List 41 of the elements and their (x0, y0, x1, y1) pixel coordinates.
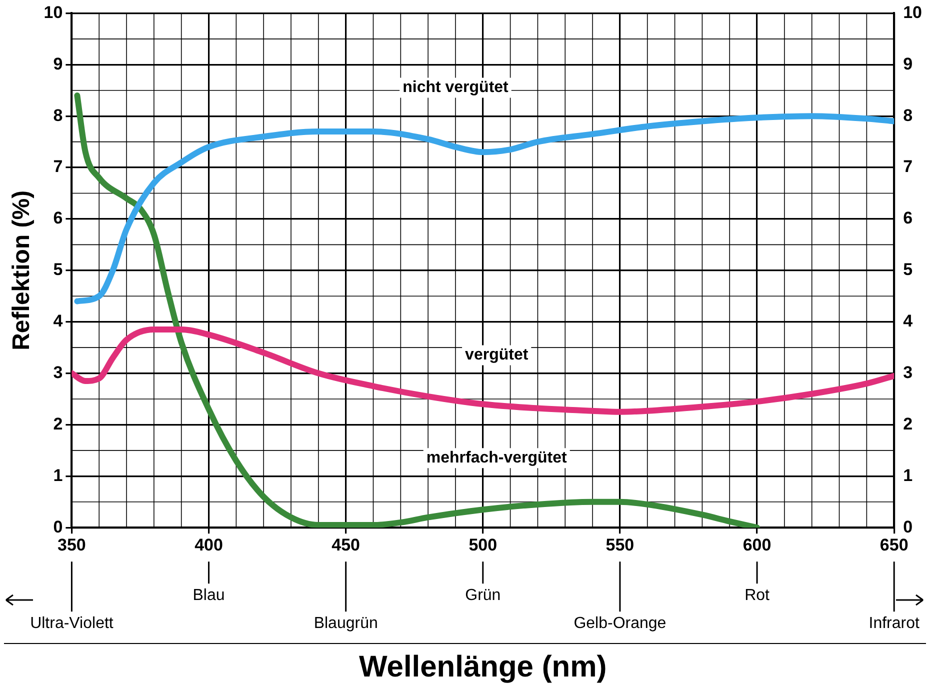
y-tick-label: 0 (53, 517, 63, 536)
x-tick-label: 550 (606, 535, 634, 554)
y-tick-label: 2 (53, 414, 63, 434)
x-tick-label: 500 (468, 535, 498, 554)
y-tick-label: 5 (53, 260, 63, 280)
annotation: Grün (465, 587, 501, 604)
annotation: Infrarot (868, 615, 920, 632)
text: nicht vergütet (402, 79, 510, 96)
y-tick-label: 8 (53, 106, 63, 125)
annotation: Ultra-Violett (30, 615, 114, 632)
y2-tick-label: 6 (903, 208, 913, 228)
x-tick-label: 600 (742, 535, 772, 554)
y-tick-label: 6 (53, 208, 63, 228)
y2-tick-label: 8 (903, 106, 913, 125)
y2-tick-label: 0 (903, 517, 913, 536)
x-axis-title: Wellenlänge (nm) (358, 650, 607, 684)
y-tick-label: 4 (53, 312, 64, 331)
y-axis-title: Reflektion (%) (8, 190, 36, 350)
y-tick-label: 9 (53, 54, 63, 74)
y2-tick-label: 9 (903, 54, 913, 74)
annotation: Rot (744, 587, 770, 604)
x-tick-label: 400 (194, 535, 223, 554)
y2-tick-label: 5 (903, 260, 913, 280)
y-tick-label: 3 (53, 362, 63, 382)
y2-tick-label: 2 (903, 414, 913, 434)
text: mehrfach-vergütet (426, 450, 568, 467)
text: vergütet (465, 346, 529, 364)
annotation: Blaugrün (314, 615, 378, 632)
annotation: Gelb-Orange (574, 615, 666, 632)
y2-tick-label: 7 (903, 157, 913, 176)
x-tick-label: 650 (880, 535, 908, 554)
x-tick-label: 450 (332, 535, 360, 554)
y2-tick-label: 4 (903, 312, 914, 331)
y2-tick-label: 3 (903, 362, 913, 382)
x-tick-label: 350 (58, 535, 86, 554)
y-tick-label: 7 (53, 157, 63, 176)
y-tick-label: 1 (53, 466, 63, 485)
y2-tick-label: 1 (903, 466, 913, 485)
y-tick-label: 10 (44, 2, 63, 22)
y2-tick-label: 10 (903, 2, 922, 22)
annotation: Blau (192, 587, 225, 604)
